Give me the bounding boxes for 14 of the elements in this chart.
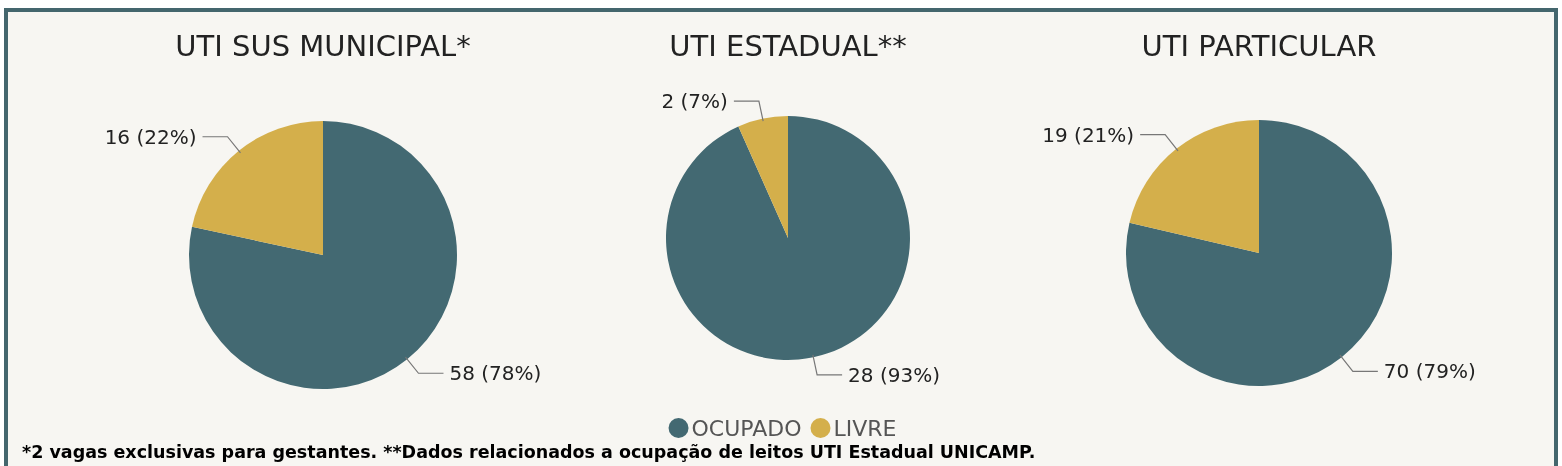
data-label: 19 (21%) (1042, 122, 1135, 147)
legend-label: OCUPADO (691, 415, 802, 441)
data-label: 70 (79%) (1383, 359, 1476, 384)
pie-slice (738, 116, 788, 238)
data-label: 2 (7%) (661, 89, 728, 114)
data-label: 16 (22%) (104, 124, 197, 149)
pie-slice (666, 116, 910, 360)
data-label: 58 (78%) (449, 361, 542, 386)
legend-label: LIVRE (833, 415, 897, 441)
text: *2 vagas exclusivas para gestantes. **Dados relacionados a ocupação de leitos UTI Estadual UNICAMP. (22, 442, 1036, 462)
data-label: 28 (93%) (848, 362, 940, 387)
chart-title: UTI PARTICULAR (1141, 29, 1377, 63)
chart-title: UTI SUS MUNICIPAL* (175, 29, 471, 63)
chart-title: UTI ESTADUAL** (669, 29, 907, 63)
